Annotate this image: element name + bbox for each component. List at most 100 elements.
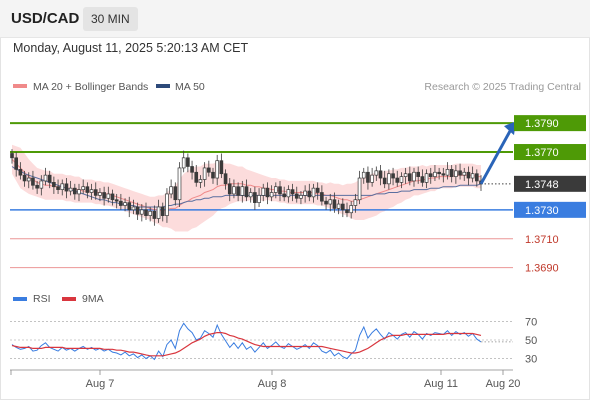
candle-body [278,186,282,195]
candle-body [77,189,81,195]
candle [123,198,127,212]
candle-body [93,189,98,196]
candle-body [60,183,65,190]
candle [56,179,60,194]
timestamp: Monday, August 11, 2025 5:20:13 AM CET [13,41,249,55]
candle [382,170,387,189]
candle-body [290,189,295,195]
candle [52,176,56,194]
candle [349,201,354,219]
rsi-legend-swatch [13,297,27,301]
weak-level-label: 1.3710 [525,234,559,246]
candle [470,166,475,183]
candle-body [169,186,173,195]
ma50-legend-swatch [156,84,170,88]
candle [290,183,295,202]
symbol-title: USD/CAD [11,10,80,27]
candle-body [114,199,119,202]
candle [424,169,429,189]
candle [454,165,458,184]
rsi-ma-legend-label: 9MA [82,293,104,305]
candle-body [466,171,471,179]
timeframe-button[interactable]: 30 MIN [83,7,138,31]
candle [449,165,454,183]
candle [311,183,316,203]
candle [269,185,274,202]
candle [253,186,257,210]
candle [206,160,211,177]
candle [144,202,148,220]
candle [458,163,462,180]
candle-body [458,170,462,176]
candle-body [361,171,366,179]
resistance-tag [514,115,586,132]
candle-body [273,186,278,193]
candle [89,183,94,200]
candle-body [303,190,307,196]
candle [282,186,287,202]
candle-body [370,174,374,183]
rsi-ma-line [11,332,482,357]
candle-body [72,187,77,195]
ma20-legend-label: MA 20 + Bollinger Bands [33,81,148,93]
candle-body [261,187,266,196]
candle-body [219,160,224,175]
candle-body [102,192,106,199]
ma50-legend-label: MA 50 [175,81,205,93]
resistance-label: 1.3790 [525,118,559,130]
candle [340,198,345,218]
candle [202,162,207,187]
candle-body [407,173,412,182]
candle [286,185,291,203]
candle [14,152,19,177]
candle-body [445,169,450,176]
candle [273,182,278,199]
chart-header: USD/CAD 30 MIN [0,0,590,38]
candle [257,188,261,207]
candle [119,193,123,210]
candle-body [420,176,425,183]
candle [324,196,328,210]
candle-body [64,183,69,192]
candle-body [332,199,337,209]
candle [223,169,228,190]
candle-body [428,173,433,177]
candle-body [328,199,333,205]
candle [407,166,412,186]
candle [336,199,341,215]
candle [173,182,178,206]
candle [64,178,69,199]
candle-body [127,202,132,211]
candle [22,170,27,187]
candle-body [173,186,178,201]
candle-body [395,177,400,183]
candle [43,167,48,186]
rsi-tick-label: 70 [525,316,537,328]
current-price-tag [514,175,586,192]
resistance-label: 1.3770 [525,147,559,159]
candle-body [194,171,199,183]
candle-body [206,167,211,173]
candle [219,153,224,179]
candle-body [282,193,287,198]
candle [85,182,90,199]
candle-body [177,167,182,201]
candle-body [257,195,261,203]
candle [412,167,416,187]
candle [345,202,349,218]
candle [433,165,437,181]
candle-body [186,157,190,167]
candle [60,179,65,196]
candle [416,166,421,184]
candle [474,169,479,187]
candle-body [148,210,153,216]
forecast-arrow-shaft [479,130,512,185]
candle [211,167,215,184]
candle [190,160,194,180]
candle-body [244,186,249,198]
candle [307,183,312,202]
candle [26,172,31,189]
research-credit: Research © 2025 Trading Central [424,81,581,93]
candle [39,175,44,196]
candle [47,170,52,189]
